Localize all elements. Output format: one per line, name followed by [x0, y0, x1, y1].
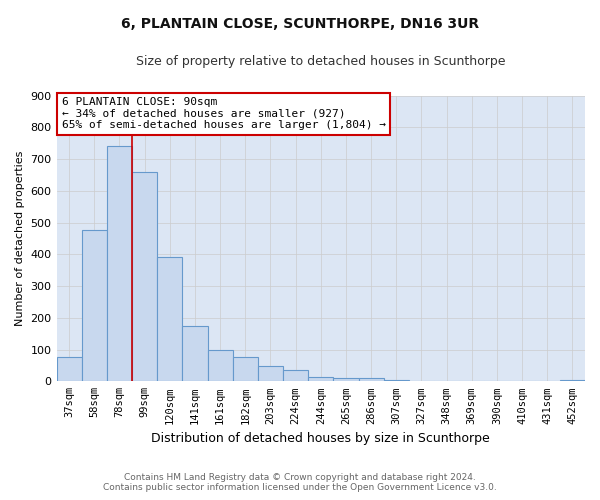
Text: Contains public sector information licensed under the Open Government Licence v3: Contains public sector information licen…: [103, 482, 497, 492]
Bar: [258, 366, 283, 382]
Bar: [308, 376, 334, 382]
Bar: [208, 350, 233, 382]
Bar: [383, 380, 409, 382]
Text: 6, PLANTAIN CLOSE, SCUNTHORPE, DN16 3UR: 6, PLANTAIN CLOSE, SCUNTHORPE, DN16 3UR: [121, 18, 479, 32]
Text: Contains HM Land Registry data © Crown copyright and database right 2024.: Contains HM Land Registry data © Crown c…: [124, 472, 476, 482]
Bar: [560, 380, 585, 382]
Text: 6 PLANTAIN CLOSE: 90sqm
← 34% of detached houses are smaller (927)
65% of semi-d: 6 PLANTAIN CLOSE: 90sqm ← 34% of detache…: [62, 97, 386, 130]
Y-axis label: Number of detached properties: Number of detached properties: [15, 150, 25, 326]
Bar: [233, 358, 258, 382]
X-axis label: Distribution of detached houses by size in Scunthorpe: Distribution of detached houses by size …: [151, 432, 490, 445]
Bar: [283, 370, 308, 382]
Bar: [107, 146, 132, 382]
Bar: [359, 378, 383, 382]
Bar: [182, 326, 208, 382]
Bar: [334, 378, 359, 382]
Bar: [132, 172, 157, 382]
Bar: [157, 258, 182, 382]
Bar: [56, 358, 82, 382]
Title: Size of property relative to detached houses in Scunthorpe: Size of property relative to detached ho…: [136, 55, 506, 68]
Bar: [82, 230, 107, 382]
